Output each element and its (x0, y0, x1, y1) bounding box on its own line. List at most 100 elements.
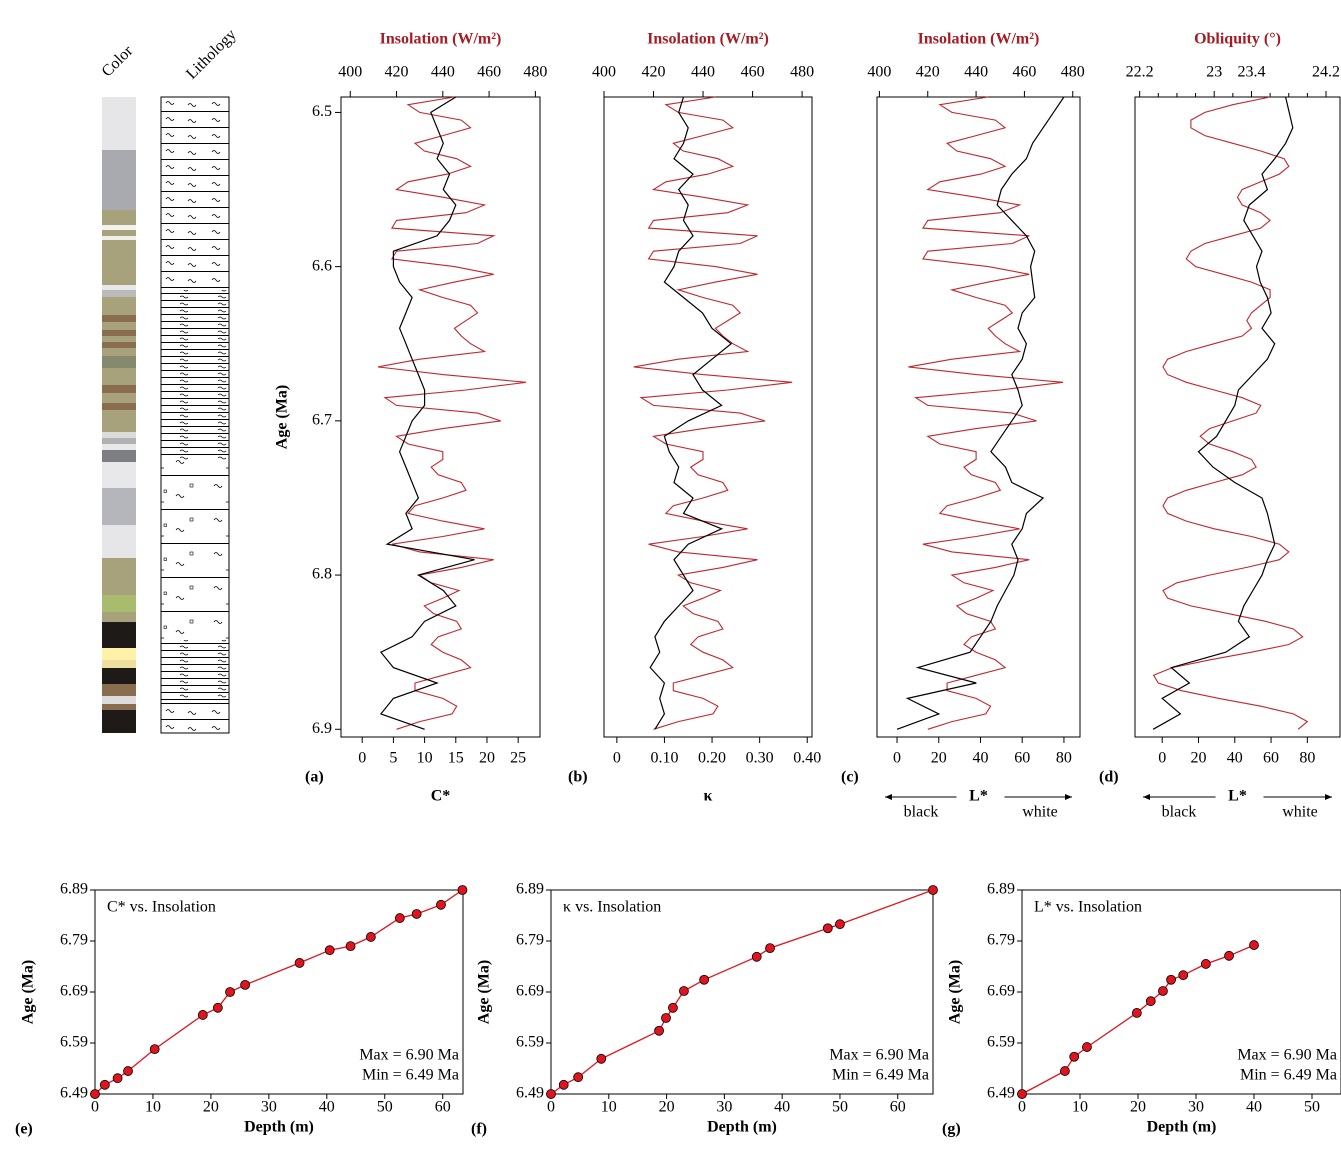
tie-point (1082, 1042, 1092, 1052)
x-axis-left-label: black (1162, 804, 1197, 821)
top-tick-label: 22.2 (1126, 64, 1154, 81)
panel-title: κ vs. Insolation (563, 899, 661, 916)
plot-frame (1134, 96, 1341, 738)
series-line (379, 96, 475, 730)
tie-point (225, 987, 235, 997)
bottom-tick-label: 0.20 (698, 750, 726, 767)
panel-label: (a) (305, 769, 324, 786)
bottom-tick-label: 60 (1263, 750, 1279, 767)
age-depth-line (550, 889, 934, 1095)
tie-point (668, 1002, 678, 1013)
bottom-tick-label: 25 (510, 750, 526, 767)
tie-point (679, 986, 689, 996)
tie-point (822, 923, 833, 934)
top-tick-label: 440 (691, 64, 715, 81)
bottom-tick-label: 40 (1227, 750, 1243, 767)
annotation: Min = 6.49 Ma (362, 1067, 459, 1084)
bottom-tick-label: 10 (417, 750, 433, 767)
x-tick-label: 40 (774, 1099, 790, 1116)
tie-point (294, 958, 305, 968)
panel-title: L* vs. Insolation (1034, 899, 1142, 916)
series-line (908, 96, 1064, 730)
x-axis-label: κ (704, 788, 713, 805)
bottom-tick-label: 0.10 (650, 750, 678, 767)
top-tick-label: 400 (338, 64, 362, 81)
tie-point (751, 951, 762, 962)
x-tick-label: 60 (890, 1099, 906, 1116)
bottom-tick-label: 0 (1158, 750, 1166, 767)
y-tick-label: 6.79 (516, 932, 544, 949)
plot-frame (340, 96, 541, 738)
y-tick-label: 6.69 (60, 983, 88, 1000)
top-tick-label: 23.4 (1237, 64, 1265, 81)
top-tick-label: 460 (741, 64, 765, 81)
x-tick-label: 10 (1072, 1099, 1088, 1116)
top-axis-title: Obliquity (°) (1194, 31, 1281, 48)
tie-point (835, 919, 845, 930)
top-axis-title: Insolation (W/m²) (647, 31, 769, 48)
tie-point (546, 1089, 556, 1099)
panel-label: (g) (942, 1121, 961, 1138)
panel-label: (e) (15, 1121, 33, 1138)
y-tick-label: 6.59 (60, 1034, 88, 1051)
x-tick-label: 60 (435, 1099, 451, 1116)
x-tick-label: 20 (659, 1099, 675, 1116)
tie-point (394, 913, 405, 923)
y-tick-label: 6.69 (516, 983, 544, 1000)
top-tick-label: 400 (592, 64, 616, 81)
bottom-tick-label: 80 (1056, 750, 1072, 767)
top-tick-label: 420 (385, 64, 409, 81)
y-tick-label: 6.79 (60, 932, 88, 949)
top-tick-label: 420 (916, 64, 940, 81)
bottom-tick-label: 15 (448, 750, 464, 767)
tie-point (99, 1079, 110, 1090)
y-tick-label: 6.7 (312, 412, 332, 429)
top-tick-label: 460 (1012, 64, 1036, 81)
y-tick-label: 6.89 (987, 881, 1015, 898)
y-tick-label: 6.49 (60, 1085, 88, 1102)
top-tick-label: 480 (790, 64, 814, 81)
top-tick-label: 440 (964, 64, 988, 81)
tie-point (345, 941, 356, 951)
tie-point (1249, 940, 1259, 950)
bottom-tick-label: 80 (1299, 750, 1315, 767)
top-axis-title: Insolation (W/m²) (380, 31, 502, 48)
y-tick-label: 6.8 (312, 566, 332, 583)
age-depth-line (1021, 944, 1255, 1095)
x-axis-label: L* (969, 788, 988, 805)
x-tick-label: 30 (716, 1099, 732, 1116)
tie-point (436, 899, 446, 910)
bottom-tick-label: 20 (931, 750, 947, 767)
top-tick-label: 400 (867, 64, 891, 81)
annotation: Max = 6.90 Ma (359, 1047, 459, 1064)
tie-point (765, 943, 775, 954)
y-tick-label: 6.49 (516, 1085, 544, 1102)
bottom-tick-label: 40 (972, 750, 988, 767)
tie-point (1017, 1089, 1027, 1099)
tie-point (411, 909, 422, 919)
x-tick-label: 50 (1304, 1099, 1320, 1116)
annotation: Min = 6.49 Ma (832, 1067, 929, 1084)
x-tick-label: 20 (203, 1099, 219, 1116)
panel-label: (c) (841, 769, 859, 786)
y-tick-label: 6.59 (987, 1034, 1015, 1051)
tie-point (1131, 1008, 1142, 1018)
x-tick-label: 40 (319, 1099, 335, 1116)
y-tick-label: 6.59 (516, 1034, 544, 1051)
color-label: Color (99, 42, 137, 80)
panel-label: (d) (1099, 769, 1119, 786)
panel-label: (b) (568, 769, 588, 786)
x-tick-label: 0 (547, 1099, 555, 1116)
top-tick-label: 480 (1061, 64, 1085, 81)
x-axis-label: Depth (m) (244, 1119, 314, 1136)
top-axis-title: Insolation (W/m²) (918, 31, 1040, 48)
tie-point (1145, 996, 1156, 1007)
top-tick-label: 440 (431, 64, 455, 81)
bottom-tick-label: 60 (1014, 750, 1030, 767)
x-tick-label: 40 (1246, 1099, 1262, 1116)
tie-point (654, 1025, 664, 1036)
tie-point (365, 932, 376, 942)
bottom-tick-label: 0 (893, 750, 901, 767)
